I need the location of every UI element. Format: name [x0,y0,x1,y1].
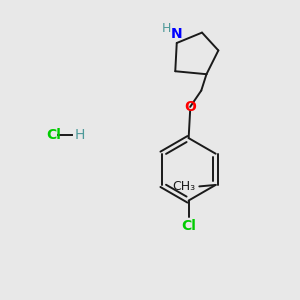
Text: H: H [162,22,171,35]
Text: Cl: Cl [181,219,196,233]
Text: CH₃: CH₃ [172,180,196,193]
Text: Cl: Cl [46,128,61,142]
Text: N: N [171,27,183,40]
Text: H: H [74,128,85,142]
Text: O: O [184,100,196,114]
